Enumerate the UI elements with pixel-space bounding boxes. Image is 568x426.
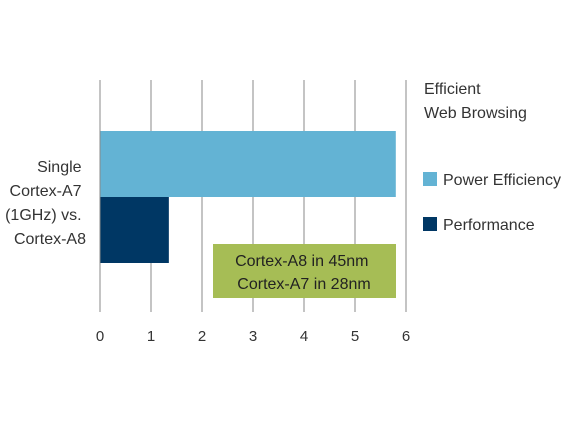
title-line-1: Efficient: [424, 81, 481, 98]
x-tick-label-0: 0: [96, 328, 104, 345]
annotation-line-1: Cortex-A8 in 45nm: [235, 253, 368, 270]
bars: [100, 131, 396, 263]
title-line-2: Web Browsing: [424, 105, 527, 122]
bar-performance: [100, 197, 169, 263]
x-tick-label-2: 2: [198, 328, 206, 345]
legend: Power Efficiency Performance: [423, 172, 561, 234]
category-label: Single Cortex-A7 (1GHz) vs. Cortex-A8: [5, 159, 86, 248]
annotation-background: [213, 244, 396, 298]
x-tick-label-1: 1: [147, 328, 155, 345]
chart-title: Efficient Web Browsing: [424, 81, 527, 122]
legend-label-performance: Performance: [443, 217, 535, 234]
x-tick-labels: 0 1 2 3 4 5 6: [96, 328, 410, 345]
legend-swatch-power-efficiency: [423, 172, 437, 186]
x-tick-label-3: 3: [249, 328, 257, 345]
x-tick-label-5: 5: [351, 328, 359, 345]
bar-power-efficiency: [100, 131, 396, 197]
x-tick-label-6: 6: [402, 328, 410, 345]
category-line-2: Cortex-A7: [10, 183, 82, 200]
annotation-box: Cortex-A8 in 45nm Cortex-A7 in 28nm: [213, 244, 396, 298]
annotation-line-2: Cortex-A7 in 28nm: [237, 276, 370, 293]
legend-label-power-efficiency: Power Efficiency: [443, 172, 561, 189]
category-line-1: Single: [37, 159, 82, 176]
category-line-3: (1GHz) vs.: [5, 207, 81, 224]
annotation-text: Cortex-A8 in 45nm Cortex-A7 in 28nm: [235, 253, 373, 293]
legend-swatch-performance: [423, 217, 437, 231]
category-line-4: Cortex-A8: [14, 231, 86, 248]
x-tick-label-4: 4: [300, 328, 308, 345]
